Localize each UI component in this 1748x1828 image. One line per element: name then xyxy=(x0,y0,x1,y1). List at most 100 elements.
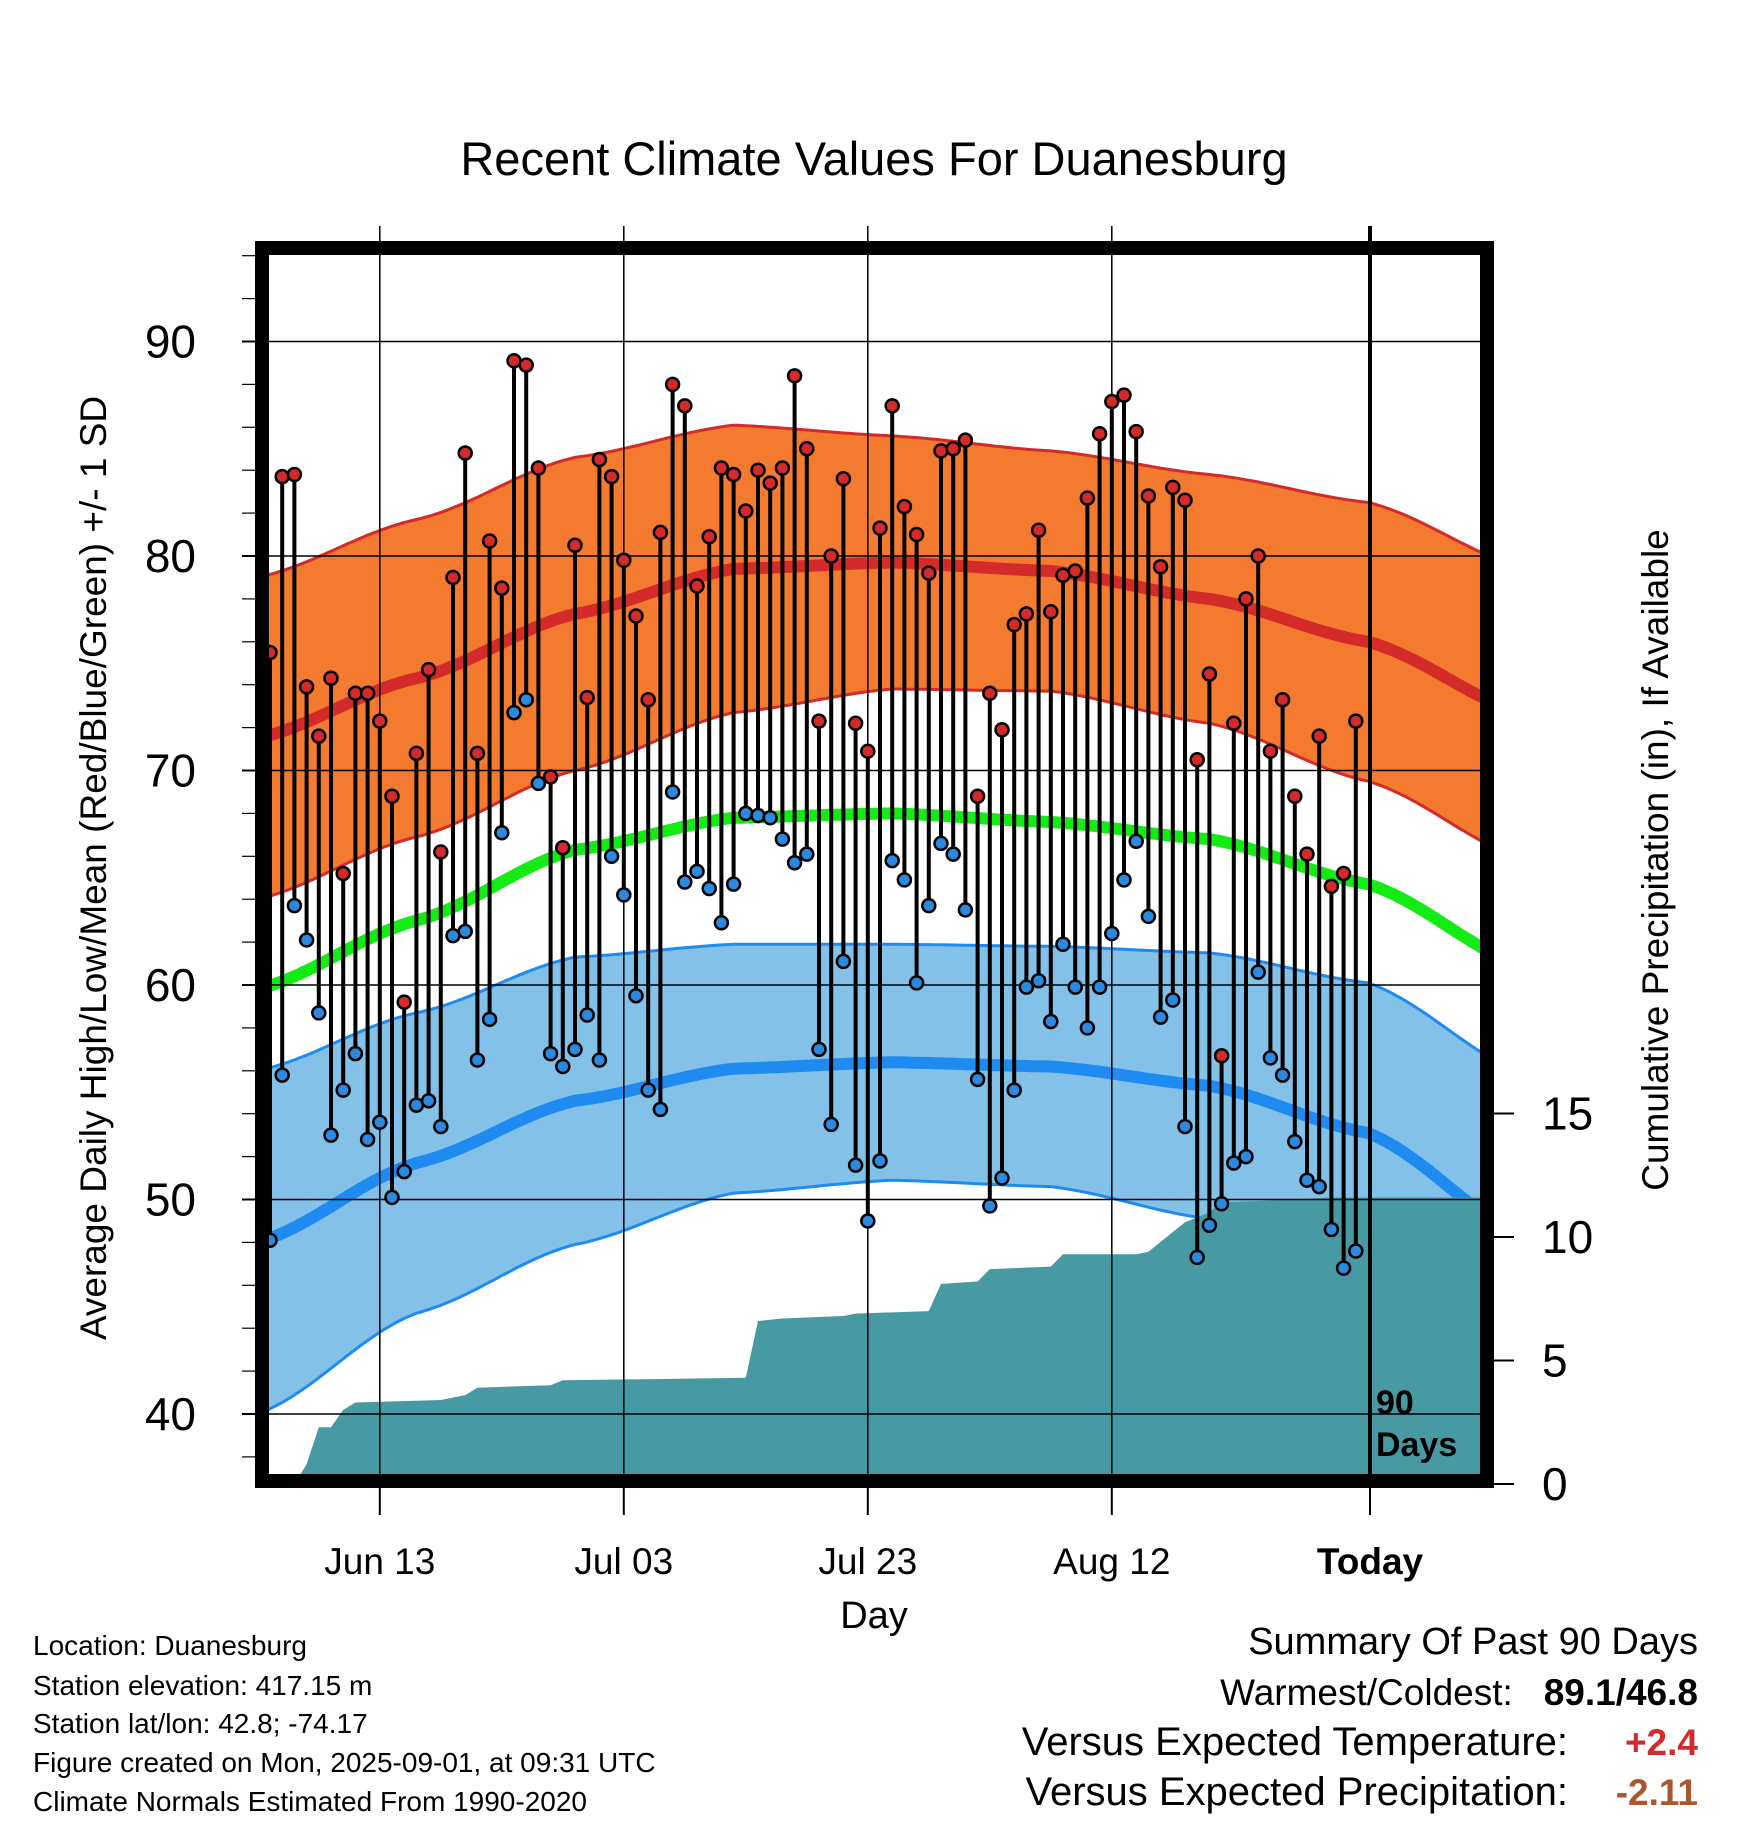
daily-high-point xyxy=(1140,488,1157,504)
warm-cold-slash: / xyxy=(1615,1672,1626,1713)
daily-low-point xyxy=(872,1153,888,1169)
daily-low-point xyxy=(725,876,742,892)
daily-low-point xyxy=(591,1052,608,1068)
daily-high-point xyxy=(982,685,998,702)
daily-high-point xyxy=(1250,548,1266,564)
daily-low-point xyxy=(433,1118,449,1135)
daily-high-point xyxy=(323,670,339,687)
daily-low-point xyxy=(860,1213,876,1229)
daily-high-point xyxy=(396,994,412,1010)
daily-high-point xyxy=(481,533,498,549)
precip-expected-value: -2.11 xyxy=(1615,1772,1698,1813)
daily-low-point xyxy=(335,1082,351,1098)
daily-high-point xyxy=(567,537,583,554)
warm-cold-label: Warmest/Coldest: xyxy=(1220,1672,1513,1713)
daily-low-point xyxy=(1311,1178,1327,1195)
daily-high-point xyxy=(408,745,425,762)
daily-low-point xyxy=(664,784,681,800)
daily-high-point xyxy=(823,548,839,564)
y-tick-label: 70 xyxy=(145,745,196,797)
daily-low-point xyxy=(298,932,315,948)
daily-high-point xyxy=(1323,878,1340,895)
daily-low-point xyxy=(994,1170,1010,1186)
daily-high-point xyxy=(677,398,693,414)
x-axis-label: Day xyxy=(840,1595,908,1637)
daily-high-point xyxy=(494,580,510,596)
daily-low-point xyxy=(774,831,791,847)
daily-low-point xyxy=(603,848,620,865)
daily-high-point xyxy=(1311,728,1327,744)
daily-high-point xyxy=(335,865,351,882)
daily-high-point xyxy=(884,398,900,414)
daily-low-point xyxy=(969,1071,986,1088)
daily-high-point xyxy=(786,368,803,384)
daily-high-point xyxy=(579,689,595,706)
daily-low-point xyxy=(1152,1009,1169,1025)
daily-high-point xyxy=(1238,591,1254,607)
daily-high-point xyxy=(640,691,656,708)
y-tick-label: 40 xyxy=(145,1388,196,1440)
daily-low-point xyxy=(1201,1217,1218,1233)
y-tick-label: 80 xyxy=(145,530,196,582)
daily-high-point xyxy=(921,565,937,581)
summary-heading: Summary Of Past 90 Days xyxy=(1248,1621,1698,1663)
daily-low-point xyxy=(957,902,974,918)
info-latlon: Station lat/lon: 42.8; -74.17 xyxy=(33,1708,368,1739)
daily-low-point xyxy=(738,805,754,822)
daily-low-point xyxy=(286,897,303,914)
daily-low-point xyxy=(1287,1133,1303,1150)
daily-high-point xyxy=(738,503,754,519)
daily-high-point xyxy=(1043,604,1059,620)
daily-high-point xyxy=(847,715,864,732)
daily-high-point xyxy=(860,743,876,759)
daily-low-point xyxy=(372,1114,388,1131)
daily-high-point xyxy=(542,769,559,785)
daily-high-point xyxy=(530,460,547,476)
daily-low-point xyxy=(847,1157,864,1173)
window-label-days: Days xyxy=(1376,1426,1457,1464)
daily-low-point xyxy=(555,1058,571,1075)
daily-low-point xyxy=(311,1005,327,1021)
daily-low-point xyxy=(384,1189,400,1206)
daily-high-point xyxy=(1067,563,1083,579)
daily-high-point xyxy=(433,844,449,860)
daily-low-point xyxy=(1189,1249,1205,1266)
daily-high-point xyxy=(518,357,534,373)
daily-low-point xyxy=(762,809,778,826)
daily-low-point xyxy=(1030,972,1047,989)
y-tick-label: 90 xyxy=(145,316,196,368)
info-normals: Climate Normals Estimated From 1990-2020 xyxy=(33,1786,587,1817)
daily-low-point xyxy=(518,691,534,708)
daily-low-point xyxy=(420,1093,437,1109)
daily-low-point xyxy=(1335,1260,1352,1276)
daily-low-point xyxy=(1128,833,1144,850)
daily-high-point xyxy=(1018,606,1035,622)
daily-low-point xyxy=(640,1082,656,1098)
x-tick-label: Jul 03 xyxy=(574,1541,673,1582)
daily-low-point xyxy=(567,1041,583,1058)
daily-low-point xyxy=(1274,1067,1291,1083)
daily-high-point xyxy=(969,788,986,804)
daily-low-point xyxy=(481,1011,498,1028)
daily-high-point xyxy=(1152,558,1169,575)
y-right-tick-label: 5 xyxy=(1542,1335,1568,1387)
y-axis-label: Average Daily High/Low/Mean (Red/Blue/Gr… xyxy=(73,396,114,1340)
daily-high-point xyxy=(359,685,376,702)
daily-low-point xyxy=(823,1116,839,1133)
daily-low-point xyxy=(323,1127,339,1143)
daily-low-point xyxy=(506,704,522,721)
daily-high-point xyxy=(1030,522,1047,539)
daily-low-point xyxy=(1299,1172,1315,1188)
daily-low-point xyxy=(1043,1013,1059,1030)
daily-low-point xyxy=(530,775,547,792)
daily-high-point xyxy=(762,475,778,491)
daily-low-point xyxy=(274,1067,290,1083)
daily-high-point xyxy=(591,451,608,468)
x-tick-label: Today xyxy=(1317,1541,1424,1582)
daily-low-point xyxy=(542,1045,559,1062)
low-normal-line xyxy=(268,1056,1481,1246)
info-created: Figure created on Mon, 2025-09-01, at 09… xyxy=(33,1747,656,1778)
daily-high-point xyxy=(469,745,486,762)
y-right-tick-label: 0 xyxy=(1542,1458,1568,1510)
daily-low-point xyxy=(713,915,730,931)
